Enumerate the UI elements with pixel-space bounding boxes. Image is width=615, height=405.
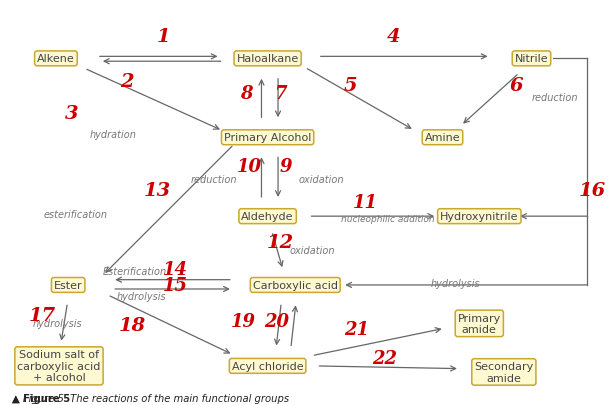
Text: 8: 8 (240, 85, 252, 102)
Text: hydrolysis: hydrolysis (430, 278, 480, 288)
Text: Ester: Ester (54, 280, 82, 290)
Text: 15: 15 (163, 276, 188, 294)
Text: hydrolysis: hydrolysis (33, 319, 82, 328)
Text: 16: 16 (579, 181, 606, 199)
Text: Esterification: Esterification (102, 266, 167, 276)
Text: Aldehyde: Aldehyde (241, 212, 294, 222)
Text: 21: 21 (344, 321, 369, 339)
Text: 2: 2 (120, 72, 133, 90)
Text: Haloalkane: Haloalkane (237, 54, 299, 64)
Text: Secondary
amide: Secondary amide (474, 361, 533, 383)
Text: 10: 10 (237, 157, 262, 175)
Text: Alkene: Alkene (37, 54, 75, 64)
Text: hydration: hydration (90, 130, 137, 140)
Text: oxidation: oxidation (289, 245, 335, 255)
Text: Nitrile: Nitrile (515, 54, 549, 64)
Text: Sodium salt of
carboxylic acid
+ alcohol: Sodium salt of carboxylic acid + alcohol (17, 350, 101, 383)
Text: 18: 18 (119, 317, 146, 335)
Text: 20: 20 (264, 313, 289, 330)
Text: reduction: reduction (191, 174, 237, 184)
Text: 13: 13 (143, 181, 171, 199)
Text: oxidation: oxidation (298, 174, 344, 184)
Text: 9: 9 (280, 157, 292, 175)
Text: ▲ Figure 5: ▲ Figure 5 (12, 393, 70, 403)
Text: esterification: esterification (44, 210, 108, 220)
Text: 17: 17 (29, 307, 56, 324)
Text: 14: 14 (163, 260, 188, 278)
Text: 3: 3 (65, 105, 78, 123)
Text: Hydroxynitrile: Hydroxynitrile (440, 212, 518, 222)
Text: 6: 6 (509, 77, 523, 94)
Text: Primary
amide: Primary amide (458, 313, 501, 335)
Text: Primary Alcohol: Primary Alcohol (224, 133, 311, 143)
Text: Carboxylic acid: Carboxylic acid (253, 280, 338, 290)
Text: 19: 19 (231, 313, 256, 330)
Text: 11: 11 (353, 194, 378, 211)
Text: 7: 7 (274, 85, 286, 102)
Text: Acyl chloride: Acyl chloride (232, 361, 303, 371)
Text: reduction: reduction (531, 93, 578, 102)
Text: 4: 4 (387, 28, 400, 46)
Text: ▲ Figure 5  The reactions of the main functional groups: ▲ Figure 5 The reactions of the main fun… (12, 393, 289, 403)
Text: hydrolysis: hydrolysis (117, 291, 167, 301)
Text: 22: 22 (371, 349, 397, 367)
Text: 5: 5 (344, 77, 357, 94)
Text: 12: 12 (266, 234, 293, 252)
Text: 1: 1 (156, 28, 170, 46)
Text: Amine: Amine (425, 133, 460, 143)
Text: nucleophilic addition: nucleophilic addition (341, 215, 435, 224)
